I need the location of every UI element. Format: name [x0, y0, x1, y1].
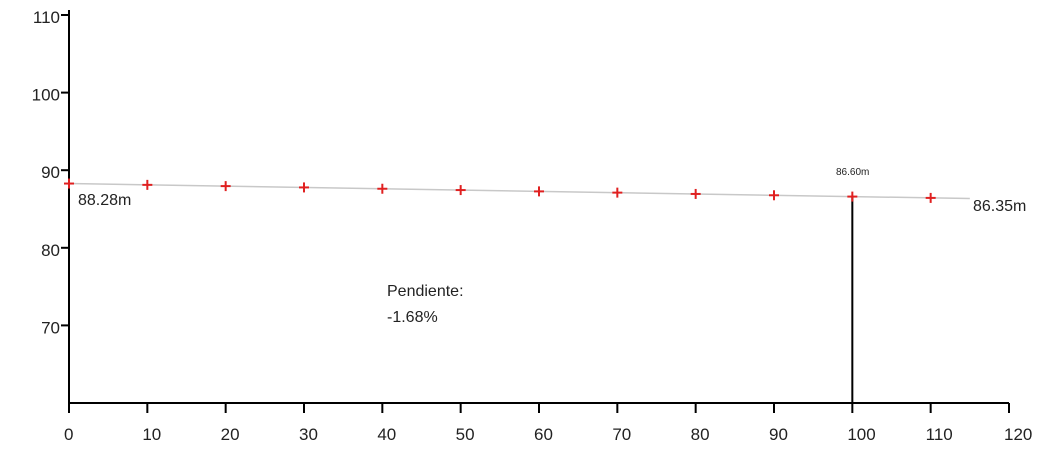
point-marker [299, 182, 309, 193]
y-tick-label: 100 [32, 86, 60, 105]
x-tick-label: 50 [456, 425, 475, 444]
point-marker [220, 181, 231, 192]
x-tick-label: 90 [769, 425, 788, 444]
x-tick-label: 80 [691, 425, 710, 444]
x-tick-label: 10 [142, 425, 161, 444]
y-tick-label: 70 [41, 318, 60, 337]
point-marker [455, 185, 466, 196]
marker-elevation-label: 86.60m [836, 167, 869, 178]
y-tick-label: 110 [33, 8, 60, 27]
slope-title: Pendiente: [387, 283, 464, 300]
start-elevation-label: 88.28m [78, 192, 131, 209]
y-tick-label: 80 [41, 241, 60, 260]
end-elevation-label: 86.35m [973, 198, 1026, 215]
point-markers [64, 178, 936, 203]
x-tick-label: 30 [299, 425, 318, 444]
point-marker [847, 191, 858, 202]
point-marker [769, 190, 779, 201]
point-marker [534, 186, 544, 197]
axes: 0 10 20 30 40 50 60 70 80 90 100 110 120 70 80 90 100 110 [32, 8, 1033, 444]
x-tick-label: 70 [612, 425, 631, 444]
point-marker [612, 187, 623, 198]
point-marker [64, 178, 74, 189]
slope-value: -1.68% [387, 309, 438, 326]
x-tick-label: 40 [377, 425, 396, 444]
x-tick-label: 100 [847, 425, 875, 444]
point-marker [690, 188, 701, 199]
x-tick-label: 0 [64, 425, 73, 444]
point-marker [925, 192, 936, 203]
x-tick-label: 110 [926, 425, 953, 444]
point-marker [377, 183, 388, 194]
profile-line-group [68, 182, 970, 403]
x-tick-label: 120 [1004, 425, 1032, 444]
x-tick-label: 20 [221, 425, 240, 444]
x-tick-label: 60 [534, 425, 553, 444]
profile-line [68, 182, 970, 200]
y-tick-label: 90 [41, 163, 60, 182]
point-marker [142, 179, 153, 190]
